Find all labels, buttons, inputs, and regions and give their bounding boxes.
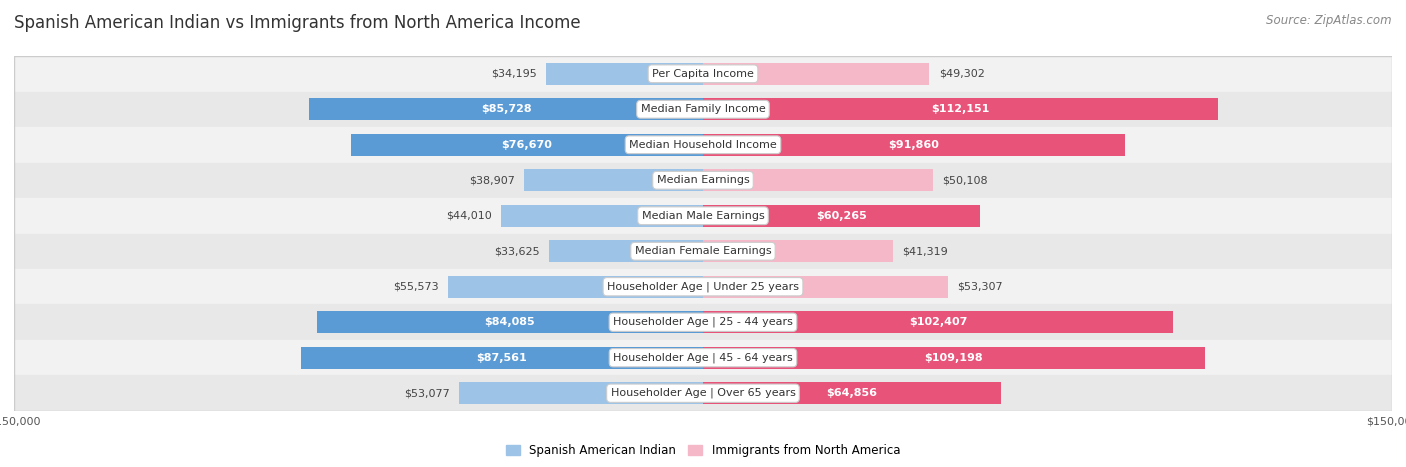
Bar	[309, 98, 703, 120]
Bar	[548, 240, 703, 262]
Text: $112,151: $112,151	[931, 104, 990, 114]
Text: $33,625: $33,625	[494, 246, 540, 256]
Text: Source: ZipAtlas.com: Source: ZipAtlas.com	[1267, 14, 1392, 27]
Text: $34,195: $34,195	[491, 69, 537, 79]
Bar	[14, 163, 1392, 198]
Bar	[14, 304, 1392, 340]
Text: Per Capita Income: Per Capita Income	[652, 69, 754, 79]
Text: Median Family Income: Median Family Income	[641, 104, 765, 114]
Text: Median Female Earnings: Median Female Earnings	[634, 246, 772, 256]
Text: Householder Age | Under 25 years: Householder Age | Under 25 years	[607, 282, 799, 292]
Text: $102,407: $102,407	[910, 317, 967, 327]
Bar	[703, 382, 1001, 404]
Bar	[14, 198, 1392, 234]
Bar	[14, 234, 1392, 269]
Text: Householder Age | 45 - 64 years: Householder Age | 45 - 64 years	[613, 353, 793, 363]
Bar	[460, 382, 703, 404]
Bar	[14, 340, 1392, 375]
Legend: Spanish American Indian, Immigrants from North America: Spanish American Indian, Immigrants from…	[501, 439, 905, 462]
Text: Median Household Income: Median Household Income	[628, 140, 778, 150]
Bar	[14, 56, 1392, 92]
Text: $64,856: $64,856	[827, 388, 877, 398]
Bar	[14, 375, 1392, 411]
Bar	[703, 134, 1125, 156]
Text: $50,108: $50,108	[942, 175, 988, 185]
Bar	[703, 311, 1174, 333]
Bar	[301, 347, 703, 369]
Bar	[703, 169, 934, 191]
Text: $85,728: $85,728	[481, 104, 531, 114]
Bar	[703, 205, 980, 227]
Bar	[316, 311, 703, 333]
Bar	[14, 127, 1392, 163]
Text: Householder Age | 25 - 44 years: Householder Age | 25 - 44 years	[613, 317, 793, 327]
Bar	[703, 98, 1218, 120]
Text: $53,307: $53,307	[957, 282, 1002, 292]
Text: $38,907: $38,907	[470, 175, 515, 185]
Bar	[703, 347, 1205, 369]
Text: Spanish American Indian vs Immigrants from North America Income: Spanish American Indian vs Immigrants fr…	[14, 14, 581, 32]
Text: $55,573: $55,573	[392, 282, 439, 292]
Bar	[703, 63, 929, 85]
Bar	[447, 276, 703, 298]
Text: $41,319: $41,319	[903, 246, 948, 256]
Text: $109,198: $109,198	[925, 353, 983, 363]
Text: $76,670: $76,670	[502, 140, 553, 150]
Bar	[501, 205, 703, 227]
Bar	[703, 240, 893, 262]
Text: $60,265: $60,265	[815, 211, 866, 221]
Bar	[524, 169, 703, 191]
Text: $53,077: $53,077	[405, 388, 450, 398]
Text: $91,860: $91,860	[889, 140, 939, 150]
Text: Householder Age | Over 65 years: Householder Age | Over 65 years	[610, 388, 796, 398]
Text: $44,010: $44,010	[446, 211, 492, 221]
Text: Median Male Earnings: Median Male Earnings	[641, 211, 765, 221]
Bar	[703, 276, 948, 298]
Bar	[352, 134, 703, 156]
Bar	[14, 269, 1392, 304]
Text: $87,561: $87,561	[477, 353, 527, 363]
Bar	[546, 63, 703, 85]
Text: $49,302: $49,302	[939, 69, 984, 79]
Text: Median Earnings: Median Earnings	[657, 175, 749, 185]
Bar	[14, 92, 1392, 127]
Text: $84,085: $84,085	[485, 317, 536, 327]
